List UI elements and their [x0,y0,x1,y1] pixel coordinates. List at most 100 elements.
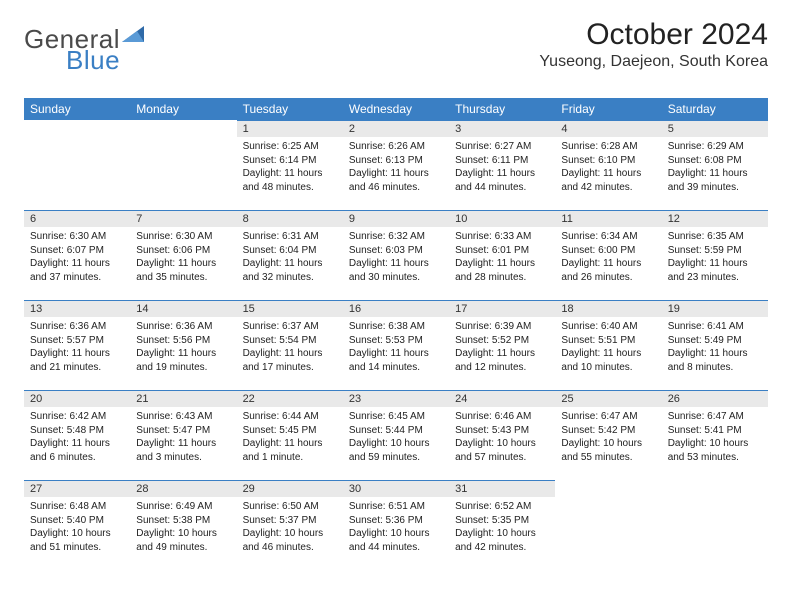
day-details: Sunrise: 6:30 AMSunset: 6:07 PMDaylight:… [24,227,130,290]
day-details: Sunrise: 6:51 AMSunset: 5:36 PMDaylight:… [343,497,449,560]
sunset-text: Sunset: 5:52 PM [455,334,549,348]
day-number: 10 [449,210,555,227]
calendar-cell: 22Sunrise: 6:44 AMSunset: 5:45 PMDayligh… [237,390,343,480]
calendar-week-row: 6Sunrise: 6:30 AMSunset: 6:07 PMDaylight… [24,210,768,300]
sunrise-text: Sunrise: 6:30 AM [136,230,230,244]
day-details: Sunrise: 6:47 AMSunset: 5:42 PMDaylight:… [555,407,661,470]
daylight-text: Daylight: 11 hours and 35 minutes. [136,257,230,284]
daylight-text: Daylight: 11 hours and 21 minutes. [30,347,124,374]
calendar-header-row: SundayMondayTuesdayWednesdayThursdayFrid… [24,98,768,120]
day-number: 21 [130,390,236,407]
sunset-text: Sunset: 6:11 PM [455,154,549,168]
sunrise-text: Sunrise: 6:25 AM [243,140,337,154]
calendar-cell: 21Sunrise: 6:43 AMSunset: 5:47 PMDayligh… [130,390,236,480]
calendar-cell: 10Sunrise: 6:33 AMSunset: 6:01 PMDayligh… [449,210,555,300]
day-details: Sunrise: 6:43 AMSunset: 5:47 PMDaylight:… [130,407,236,470]
day-details: Sunrise: 6:39 AMSunset: 5:52 PMDaylight:… [449,317,555,380]
sunset-text: Sunset: 6:04 PM [243,244,337,258]
daylight-text: Daylight: 10 hours and 51 minutes. [30,527,124,554]
sunrise-text: Sunrise: 6:49 AM [136,500,230,514]
sunset-text: Sunset: 5:47 PM [136,424,230,438]
daylight-text: Daylight: 11 hours and 48 minutes. [243,167,337,194]
calendar-cell: 31Sunrise: 6:52 AMSunset: 5:35 PMDayligh… [449,480,555,570]
sunrise-text: Sunrise: 6:30 AM [30,230,124,244]
calendar-cell: 6Sunrise: 6:30 AMSunset: 6:07 PMDaylight… [24,210,130,300]
day-details: Sunrise: 6:26 AMSunset: 6:13 PMDaylight:… [343,137,449,200]
sunset-text: Sunset: 5:41 PM [668,424,762,438]
calendar-cell: 4Sunrise: 6:28 AMSunset: 6:10 PMDaylight… [555,120,661,210]
sunset-text: Sunset: 6:13 PM [349,154,443,168]
day-details: Sunrise: 6:25 AMSunset: 6:14 PMDaylight:… [237,137,343,200]
sunset-text: Sunset: 5:36 PM [349,514,443,528]
day-details: Sunrise: 6:40 AMSunset: 5:51 PMDaylight:… [555,317,661,380]
calendar-cell: 16Sunrise: 6:38 AMSunset: 5:53 PMDayligh… [343,300,449,390]
daylight-text: Daylight: 11 hours and 28 minutes. [455,257,549,284]
calendar-cell: 12Sunrise: 6:35 AMSunset: 5:59 PMDayligh… [662,210,768,300]
day-details: Sunrise: 6:45 AMSunset: 5:44 PMDaylight:… [343,407,449,470]
day-number: 28 [130,480,236,497]
calendar-week-row: 1Sunrise: 6:25 AMSunset: 6:14 PMDaylight… [24,120,768,210]
day-number: 7 [130,210,236,227]
sunrise-text: Sunrise: 6:40 AM [561,320,655,334]
sunrise-text: Sunrise: 6:34 AM [561,230,655,244]
sunrise-text: Sunrise: 6:47 AM [561,410,655,424]
day-details: Sunrise: 6:41 AMSunset: 5:49 PMDaylight:… [662,317,768,380]
sunset-text: Sunset: 5:57 PM [30,334,124,348]
day-details: Sunrise: 6:52 AMSunset: 5:35 PMDaylight:… [449,497,555,560]
day-details: Sunrise: 6:34 AMSunset: 6:00 PMDaylight:… [555,227,661,290]
sunrise-text: Sunrise: 6:41 AM [668,320,762,334]
calendar-cell: 27Sunrise: 6:48 AMSunset: 5:40 PMDayligh… [24,480,130,570]
sunset-text: Sunset: 6:06 PM [136,244,230,258]
page: General October 2024 Yuseong, Daejeon, S… [0,0,792,612]
calendar-cell: 25Sunrise: 6:47 AMSunset: 5:42 PMDayligh… [555,390,661,480]
day-details: Sunrise: 6:28 AMSunset: 6:10 PMDaylight:… [555,137,661,200]
day-details: Sunrise: 6:46 AMSunset: 5:43 PMDaylight:… [449,407,555,470]
calendar-cell: 30Sunrise: 6:51 AMSunset: 5:36 PMDayligh… [343,480,449,570]
sunrise-text: Sunrise: 6:29 AM [668,140,762,154]
day-details: Sunrise: 6:32 AMSunset: 6:03 PMDaylight:… [343,227,449,290]
day-number: 12 [662,210,768,227]
daylight-text: Daylight: 11 hours and 44 minutes. [455,167,549,194]
calendar-cell: 24Sunrise: 6:46 AMSunset: 5:43 PMDayligh… [449,390,555,480]
calendar-cell: 9Sunrise: 6:32 AMSunset: 6:03 PMDaylight… [343,210,449,300]
day-details: Sunrise: 6:30 AMSunset: 6:06 PMDaylight:… [130,227,236,290]
calendar-week-row: 20Sunrise: 6:42 AMSunset: 5:48 PMDayligh… [24,390,768,480]
day-number: 9 [343,210,449,227]
calendar-week-row: 13Sunrise: 6:36 AMSunset: 5:57 PMDayligh… [24,300,768,390]
day-number: 15 [237,300,343,317]
day-number: 16 [343,300,449,317]
sunset-text: Sunset: 6:00 PM [561,244,655,258]
calendar-cell: 5Sunrise: 6:29 AMSunset: 6:08 PMDaylight… [662,120,768,210]
brand-word-2: Blue [66,45,120,75]
sunset-text: Sunset: 5:35 PM [455,514,549,528]
calendar-cell: 14Sunrise: 6:36 AMSunset: 5:56 PMDayligh… [130,300,236,390]
day-number: 26 [662,390,768,407]
sunrise-text: Sunrise: 6:33 AM [455,230,549,244]
sunset-text: Sunset: 5:40 PM [30,514,124,528]
daylight-text: Daylight: 11 hours and 19 minutes. [136,347,230,374]
day-details: Sunrise: 6:37 AMSunset: 5:54 PMDaylight:… [237,317,343,380]
day-number: 8 [237,210,343,227]
sunset-text: Sunset: 6:08 PM [668,154,762,168]
weekday-header: Wednesday [343,98,449,120]
day-details: Sunrise: 6:44 AMSunset: 5:45 PMDaylight:… [237,407,343,470]
sunrise-text: Sunrise: 6:51 AM [349,500,443,514]
daylight-text: Daylight: 10 hours and 55 minutes. [561,437,655,464]
daylight-text: Daylight: 11 hours and 14 minutes. [349,347,443,374]
day-details: Sunrise: 6:38 AMSunset: 5:53 PMDaylight:… [343,317,449,380]
sunrise-text: Sunrise: 6:27 AM [455,140,549,154]
day-number: 19 [662,300,768,317]
title-block: October 2024 Yuseong, Daejeon, South Kor… [539,18,768,71]
sunrise-text: Sunrise: 6:37 AM [243,320,337,334]
sunset-text: Sunset: 5:38 PM [136,514,230,528]
sunrise-text: Sunrise: 6:52 AM [455,500,549,514]
day-details: Sunrise: 6:47 AMSunset: 5:41 PMDaylight:… [662,407,768,470]
day-number: 27 [24,480,130,497]
sunset-text: Sunset: 5:54 PM [243,334,337,348]
month-title: October 2024 [539,18,768,51]
sunrise-text: Sunrise: 6:36 AM [136,320,230,334]
calendar-cell: 11Sunrise: 6:34 AMSunset: 6:00 PMDayligh… [555,210,661,300]
day-number: 5 [662,120,768,137]
day-details: Sunrise: 6:49 AMSunset: 5:38 PMDaylight:… [130,497,236,560]
day-number: 2 [343,120,449,137]
